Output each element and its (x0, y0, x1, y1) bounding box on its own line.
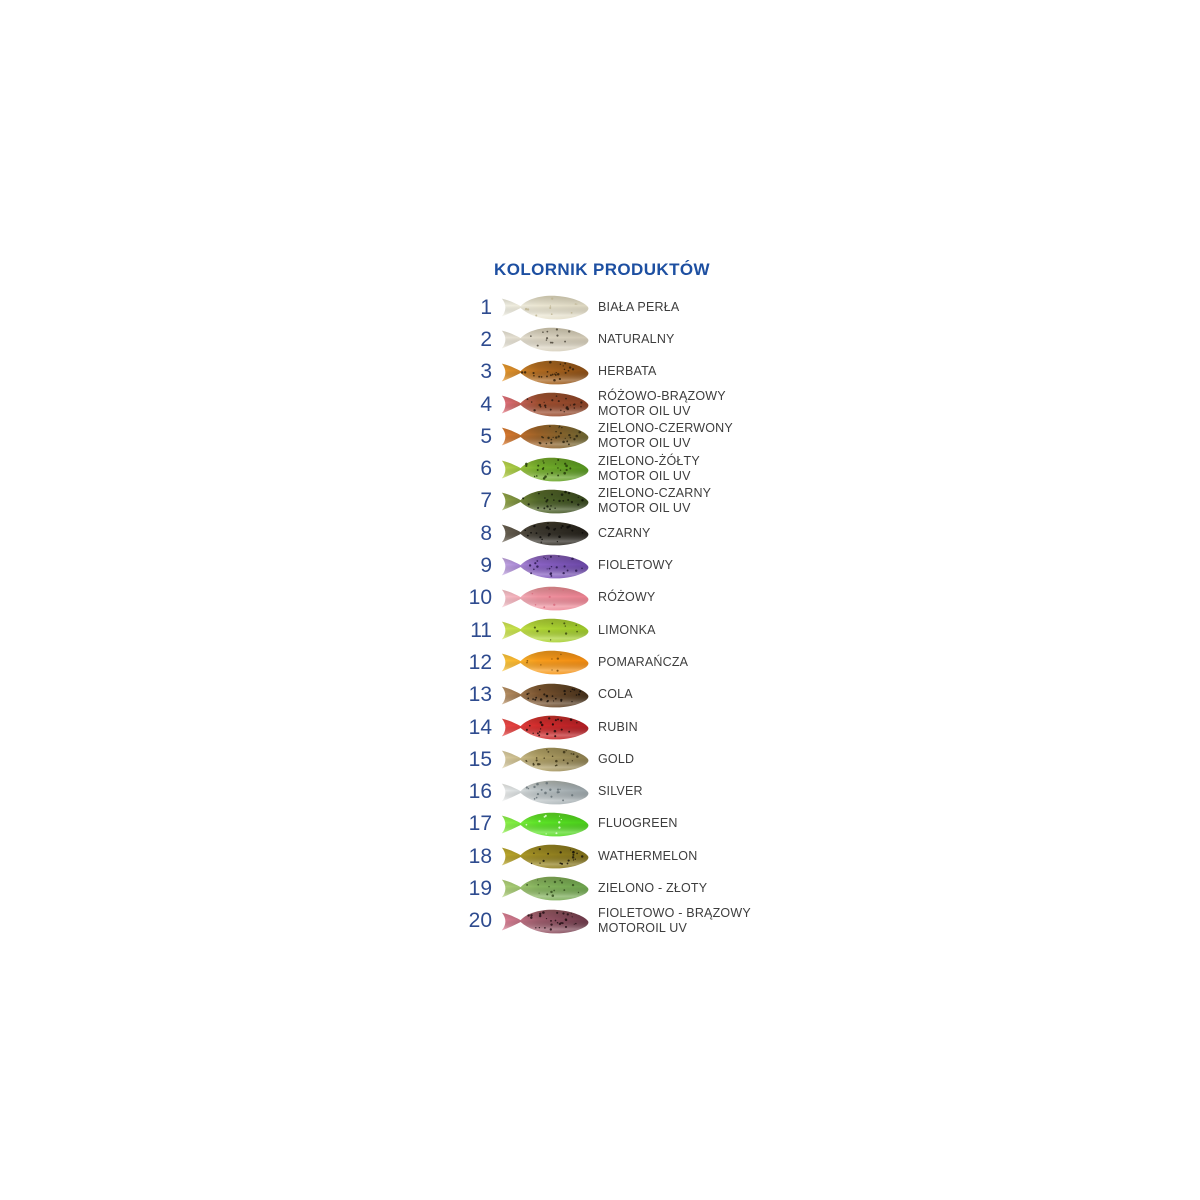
lure-fish-image-rozowy (501, 586, 589, 611)
color-label: COLA (598, 687, 633, 702)
color-number: 2 (480, 327, 492, 351)
color-row-zielono-czarny: 7 ZIELONO-CZARNY MOTOR OIL UV (456, 485, 756, 517)
lure-fish-image-herbata (501, 360, 589, 385)
color-label: ZIELONO-CZERWONY MOTOR OIL UV (598, 421, 733, 451)
color-row-biala-perla: 1 BIAŁA PERŁA (456, 291, 756, 323)
color-label: FLUOGREEN (598, 816, 678, 831)
color-label: POMARAŃCZA (598, 654, 689, 669)
color-number: 17 (468, 812, 492, 836)
color-number: 11 (470, 618, 492, 642)
lure-fish-image-biala-perla (501, 295, 589, 320)
color-row-zielono-czerwony: 5 ZIELONO-CZERWONY MOTOR OIL UV (456, 420, 756, 452)
color-number: 5 (480, 424, 492, 448)
lure-fish-image-rozowo-brazowy (501, 392, 589, 417)
color-label: GOLD (598, 751, 635, 766)
lure-fish-image-zielono-czarny (501, 489, 589, 514)
color-label: ZIELONO-CZARNY MOTOR OIL UV (598, 485, 712, 515)
color-label: SILVER (598, 784, 643, 799)
color-number: 18 (468, 844, 492, 868)
color-number: 15 (468, 747, 492, 771)
color-number: 13 (468, 683, 492, 707)
color-row-rubin: 14 RUBIN (456, 711, 756, 743)
color-label: CZARNY (598, 525, 651, 540)
lure-fish-image-zielono-zloty (501, 877, 589, 901)
color-label: RUBIN (598, 719, 638, 734)
color-label: RÓŻOWY (598, 590, 656, 605)
lure-fish-image-fioletowo-brazowy (501, 909, 589, 934)
color-number: 3 (480, 360, 492, 384)
color-rows: 1 BIAŁA PERŁA 2 NATURALNY 3 HERBATA 4 RÓŻOWO-BR… (456, 291, 756, 937)
lure-fish-image-naturalny (501, 328, 589, 352)
color-number: 8 (480, 521, 492, 545)
color-row-zielono-zloty: 19 ZIELONO - ZŁOTY (456, 872, 756, 904)
color-row-cola: 13 COLA (456, 679, 756, 711)
lure-fish-image-fioletowy (501, 554, 589, 578)
color-chart: KOLORNIK PRODUKTÓW 1 BIAŁA PERŁA 2 NATURALN… (456, 255, 756, 937)
color-row-wathermelon: 18 WATHERMELON (456, 840, 756, 872)
color-row-pomarancza: 12 POMARAŃCZA (456, 646, 756, 678)
color-label: HERBATA (598, 364, 657, 379)
lure-fish-image-gold (501, 748, 589, 772)
color-row-fioletowo-brazowy: 20 FIOLETOWO - BRĄZOWY MOTOROIL UV (456, 905, 756, 937)
color-number: 16 (468, 780, 492, 804)
color-row-czarny: 8 CZARNY (456, 517, 756, 549)
color-row-fioletowy: 9 FIOLETOWY (456, 549, 756, 581)
lure-fish-image-fluogreen (501, 812, 589, 837)
color-number: 14 (468, 715, 492, 739)
color-label: ZIELONO - ZŁOTY (598, 880, 708, 895)
color-label: WATHERMELON (598, 848, 698, 863)
color-row-naturalny: 2 NATURALNY (456, 323, 756, 355)
color-number: 4 (480, 392, 492, 416)
chart-title: KOLORNIK PRODUKTÓW (494, 260, 710, 279)
color-number: 1 (480, 295, 492, 319)
color-row-rozowo-brazowy: 4 RÓŻOWO-BRĄZOWY MOTOR OIL UV (456, 388, 756, 420)
color-label: NATURALNY (598, 331, 675, 346)
lure-fish-image-zielono-zolty (501, 457, 589, 482)
color-number: 20 (468, 909, 492, 933)
lure-fish-image-silver (501, 780, 589, 805)
color-number: 9 (480, 554, 492, 578)
color-label: RÓŻOWO-BRĄZOWY MOTOR OIL UV (598, 389, 726, 419)
color-label: ZIELONO-ŻÓŁTY MOTOR OIL UV (598, 453, 700, 483)
color-row-herbata: 3 HERBATA (456, 356, 756, 388)
color-row-zielono-zolty: 6 ZIELONO-ŻÓŁTY MOTOR OIL UV (456, 452, 756, 484)
color-row-rozowy: 10 RÓŻOWY (456, 582, 756, 614)
color-row-limonka: 11 LIMONKA (456, 614, 756, 646)
color-label: FIOLETOWY (598, 558, 674, 573)
color-number: 6 (480, 457, 492, 481)
color-number: 7 (480, 489, 492, 513)
lure-fish-image-czarny (501, 521, 589, 546)
color-row-gold: 15 GOLD (456, 743, 756, 775)
lure-fish-image-cola (501, 683, 589, 708)
color-number: 12 (468, 650, 492, 674)
color-number: 19 (468, 876, 492, 900)
color-label: FIOLETOWO - BRĄZOWY MOTOROIL UV (598, 905, 751, 935)
lure-fish-image-pomarancza (501, 651, 589, 675)
color-number: 10 (468, 586, 492, 610)
lure-fish-image-zielono-czerwony (501, 425, 589, 449)
color-label: BIAŁA PERŁA (598, 299, 680, 314)
lure-fish-image-limonka (501, 618, 589, 643)
lure-fish-image-wathermelon (501, 844, 589, 869)
color-label: LIMONKA (598, 622, 656, 637)
color-row-silver: 16 SILVER (456, 775, 756, 807)
color-row-fluogreen: 17 FLUOGREEN (456, 808, 756, 840)
lure-fish-image-rubin (501, 715, 589, 740)
